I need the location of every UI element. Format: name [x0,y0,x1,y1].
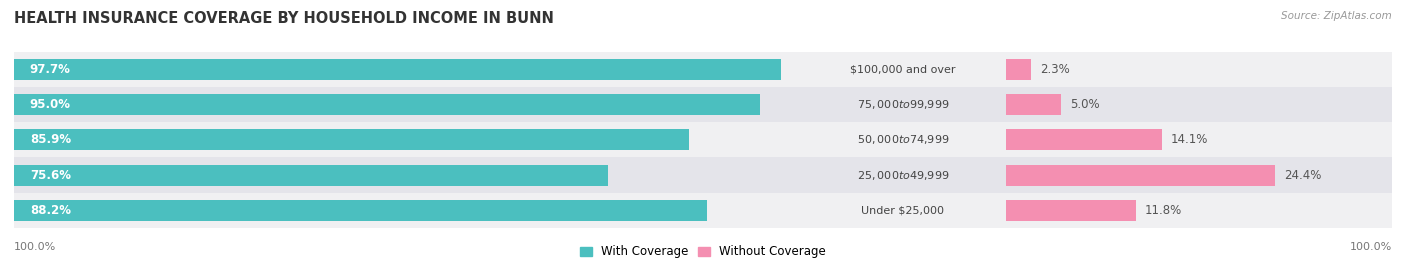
Bar [800,193,1007,228]
Bar [1007,59,1032,80]
Bar [1007,200,1136,221]
Text: 88.2%: 88.2% [30,204,70,217]
Bar [800,157,1007,193]
Text: 75.6%: 75.6% [30,169,70,182]
Text: 85.9%: 85.9% [30,133,70,146]
Bar [14,52,800,87]
Text: $100,000 and over: $100,000 and over [851,65,956,75]
Text: Source: ZipAtlas.com: Source: ZipAtlas.com [1281,11,1392,21]
Bar [14,129,689,150]
Bar [1007,157,1392,193]
Bar [14,200,707,221]
Bar [14,122,800,157]
Text: 95.0%: 95.0% [30,98,70,111]
Text: 5.0%: 5.0% [1070,98,1099,111]
Text: 14.1%: 14.1% [1170,133,1208,146]
Text: HEALTH INSURANCE COVERAGE BY HOUSEHOLD INCOME IN BUNN: HEALTH INSURANCE COVERAGE BY HOUSEHOLD I… [14,11,554,26]
Bar [1007,94,1062,115]
Text: 24.4%: 24.4% [1284,169,1322,182]
Bar [800,122,1007,157]
Text: 2.3%: 2.3% [1040,63,1070,76]
Bar [1007,129,1161,150]
Bar [1007,165,1275,186]
Bar [1007,122,1392,157]
Bar [800,52,1007,87]
Bar [1007,87,1392,122]
Bar [1007,193,1392,228]
Bar [14,94,761,115]
Bar [14,157,800,193]
Text: 97.7%: 97.7% [30,63,70,76]
Bar [14,59,782,80]
Text: 100.0%: 100.0% [1350,242,1392,252]
Bar [14,193,800,228]
Bar [14,87,800,122]
Text: 11.8%: 11.8% [1144,204,1182,217]
Bar [1007,52,1392,87]
Text: Under $25,000: Under $25,000 [862,205,945,215]
Text: 100.0%: 100.0% [14,242,56,252]
Bar [800,87,1007,122]
Text: $75,000 to $99,999: $75,000 to $99,999 [856,98,949,111]
Text: $50,000 to $74,999: $50,000 to $74,999 [856,133,949,146]
Bar [14,165,607,186]
Text: $25,000 to $49,999: $25,000 to $49,999 [856,169,949,182]
Legend: With Coverage, Without Coverage: With Coverage, Without Coverage [575,241,831,263]
